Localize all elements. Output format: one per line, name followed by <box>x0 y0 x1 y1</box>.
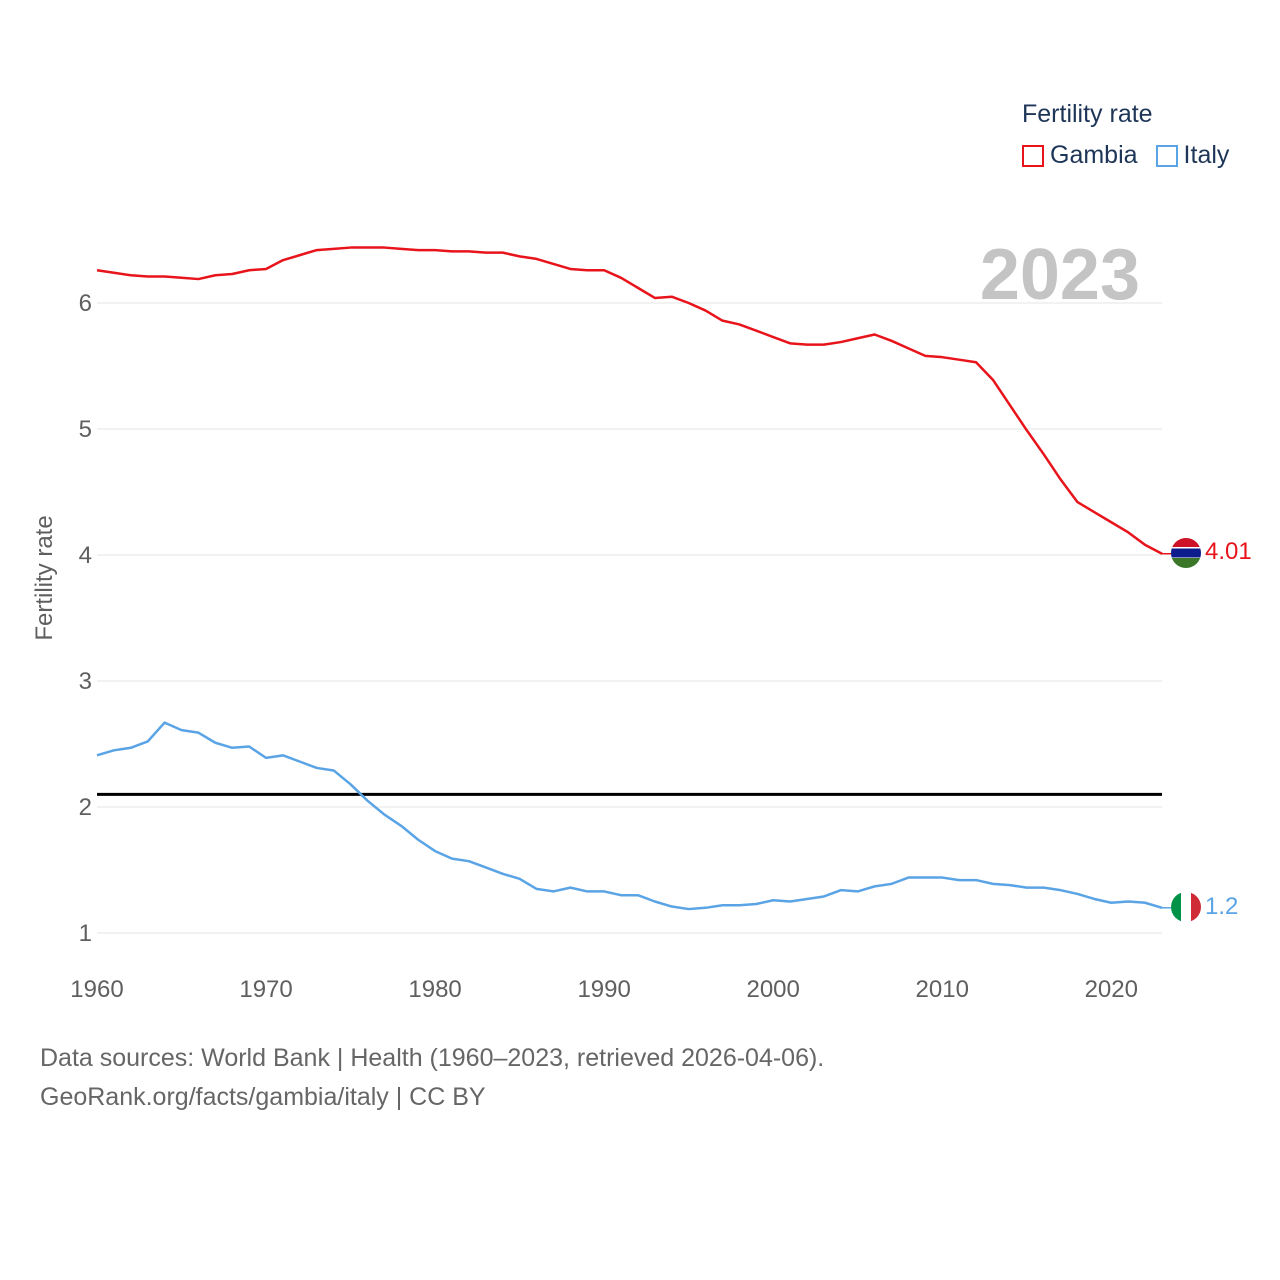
y-tick-label: 5 <box>79 416 92 443</box>
legend-swatch-italy <box>1155 144 1178 167</box>
legend-item-gambia[interactable]: Gambia <box>1022 141 1138 170</box>
year-label: 2023 <box>980 235 1140 315</box>
y-axis-label: Fertility rate <box>31 515 58 640</box>
x-tick-label: 1980 <box>408 976 461 1003</box>
series-line-gambia[interactable] <box>96 246 1163 555</box>
y-tick-label: 1 <box>79 920 92 947</box>
x-axis-ticks: 1960 1970 1980 1990 2000 2010 2020 <box>70 976 1138 1003</box>
x-tick-label: 2020 <box>1085 976 1138 1003</box>
footer-sources: Data sources: World Bank | Health (1960–… <box>40 1044 825 1072</box>
legend-label-gambia: Gambia <box>1050 141 1138 169</box>
gridlines <box>97 302 1162 934</box>
x-tick-label: 1970 <box>239 976 292 1003</box>
y-tick-label: 4 <box>79 542 92 569</box>
legend-item-italy[interactable]: Italy <box>1155 141 1230 170</box>
gambia-end-label: 4.01 <box>1205 538 1252 565</box>
legend-title: Fertility rate <box>1022 100 1153 128</box>
x-tick-label: 1990 <box>577 976 630 1003</box>
x-tick-label: 1960 <box>70 976 123 1003</box>
series-lines <box>96 246 1171 911</box>
gambia-flag-icon <box>1171 538 1201 568</box>
series-line-italy[interactable] <box>96 721 1163 911</box>
x-tick-label: 2010 <box>916 976 969 1003</box>
y-tick-label: 3 <box>79 668 92 695</box>
y-axis-ticks: 1 2 3 4 5 6 <box>79 290 92 947</box>
legend-label-italy: Italy <box>1183 141 1230 169</box>
legend: Gambia Italy <box>1022 141 1229 170</box>
footer-attribution: GeoRank.org/facts/gambia/italy | CC BY <box>40 1083 486 1111</box>
x-tick-label: 2000 <box>746 976 799 1003</box>
legend-swatch-gambia <box>1022 144 1044 167</box>
italy-flag-icon <box>1171 892 1201 922</box>
italy-end-label: 1.2 <box>1205 893 1238 920</box>
y-tick-label: 2 <box>79 794 92 821</box>
y-tick-label: 6 <box>79 290 92 317</box>
